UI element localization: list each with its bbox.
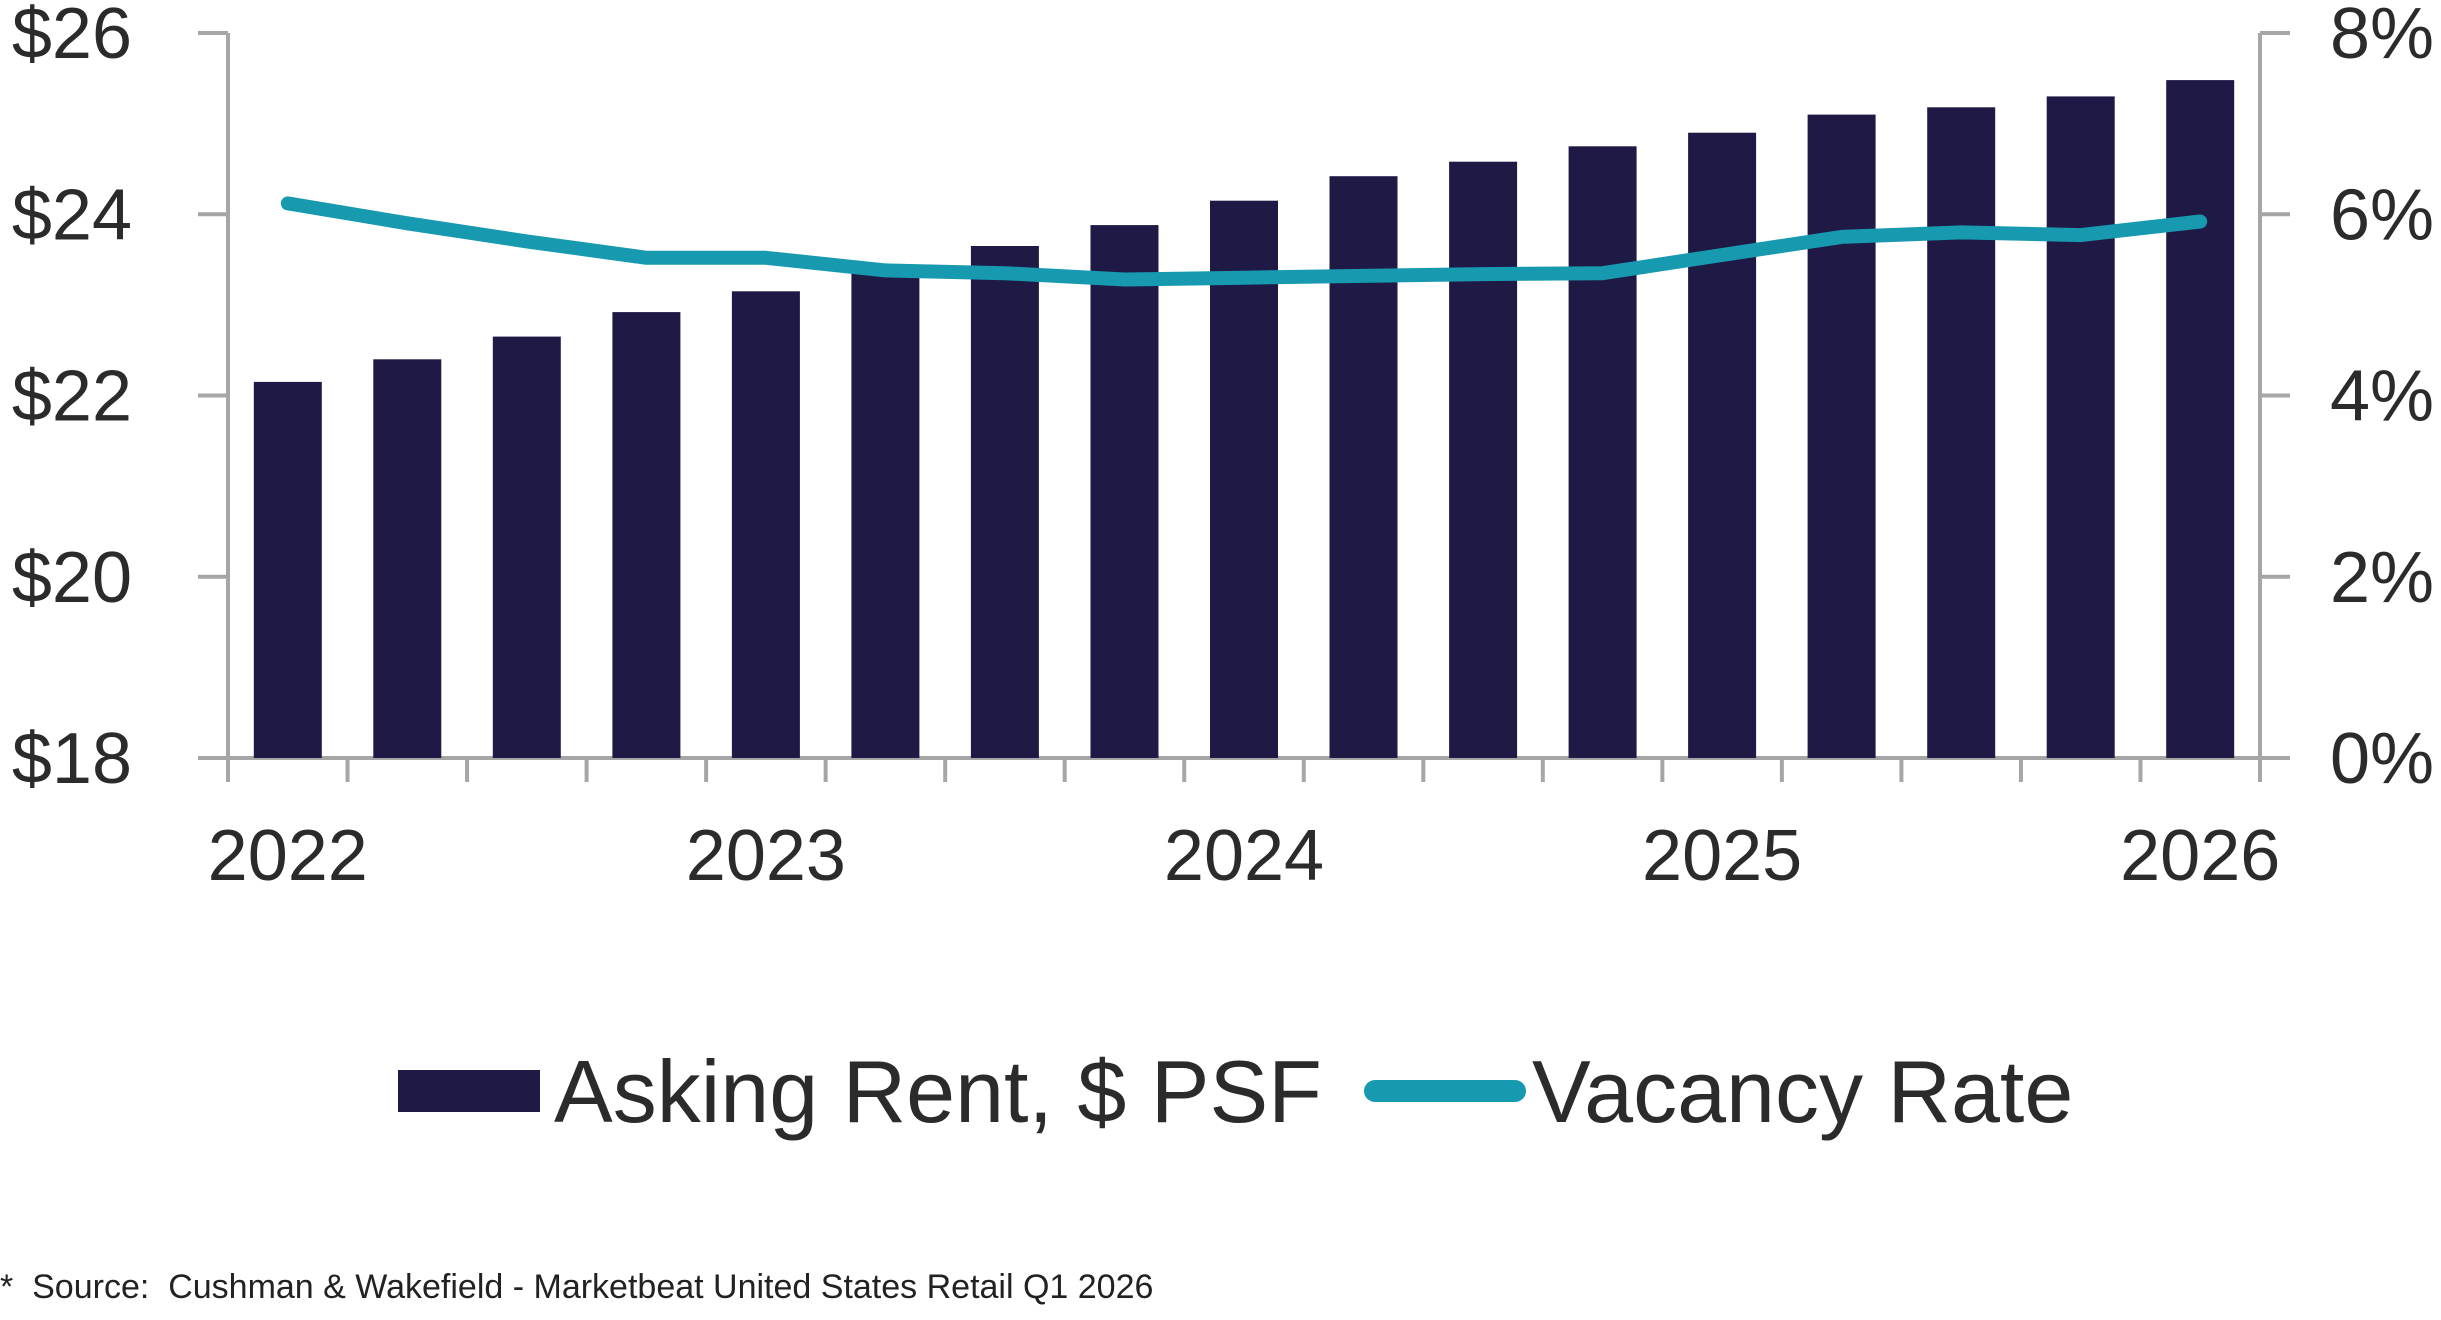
bar-asking-rent-4 bbox=[612, 312, 681, 758]
source-note: * Source: Cushman & Wakefield - Marketbe… bbox=[0, 1268, 1154, 1306]
bar-asking-rent-14 bbox=[1807, 114, 1876, 759]
bar-asking-rent-2 bbox=[373, 359, 442, 758]
bar-asking-rent-15 bbox=[1927, 107, 1996, 759]
bar-asking-rent-9 bbox=[1210, 200, 1278, 758]
y-left-tick-label: $26 bbox=[12, 0, 132, 74]
x-tick-label: 2024 bbox=[1164, 816, 1324, 896]
legend: Asking Rent, $ PSF Vacancy Rate bbox=[398, 1042, 2073, 1141]
line-layer bbox=[280, 196, 2208, 287]
y-right-tick-label: 6% bbox=[2330, 175, 2434, 255]
bar-asking-rent-1 bbox=[253, 381, 322, 758]
series-line-vacancy-rate bbox=[280, 196, 2208, 287]
bars-layer bbox=[253, 80, 2235, 759]
y-right-tick-label: 8% bbox=[2330, 0, 2434, 74]
x-tick-label: 2022 bbox=[208, 816, 368, 896]
bar-asking-rent-12 bbox=[1568, 146, 1637, 759]
labels-layer: $18 $20 $22 $24 $26 0% 2% 4% 6% 8% 2022 2023 2024 202… bbox=[12, 0, 2434, 896]
y-right-tick-label: 0% bbox=[2330, 719, 2434, 799]
legend-label-vacancy-rate: Vacancy Rate bbox=[1532, 1042, 2073, 1141]
y-right-tick-label: 4% bbox=[2330, 357, 2434, 437]
legend-label-asking-rent: Asking Rent, $ PSF bbox=[554, 1042, 1322, 1141]
y-left-tick-label: $24 bbox=[12, 175, 132, 255]
bar-asking-rent-16 bbox=[2046, 96, 2115, 758]
y-left-tick-label: $18 bbox=[12, 719, 132, 799]
bar-asking-rent-5 bbox=[731, 291, 800, 758]
x-tick-label: 2025 bbox=[1642, 816, 1802, 896]
y-left-tick-label: $20 bbox=[12, 538, 132, 618]
x-tick-label: 2026 bbox=[2120, 816, 2280, 896]
bar-asking-rent-17 bbox=[2166, 80, 2235, 759]
legend-swatch-asking-rent bbox=[398, 1070, 540, 1112]
bar-asking-rent-11 bbox=[1449, 161, 1518, 758]
bar-asking-rent-10 bbox=[1329, 176, 1398, 758]
bar-asking-rent-3 bbox=[492, 336, 561, 758]
y-right-tick-label: 2% bbox=[2330, 538, 2434, 618]
bar-asking-rent-6 bbox=[851, 268, 920, 758]
bar-asking-rent-8 bbox=[1090, 225, 1159, 759]
y-left-tick-label: $22 bbox=[12, 357, 132, 437]
bar-asking-rent-13 bbox=[1688, 132, 1757, 758]
bar-asking-rent-7 bbox=[970, 246, 1039, 758]
x-tick-label: 2023 bbox=[686, 816, 846, 896]
